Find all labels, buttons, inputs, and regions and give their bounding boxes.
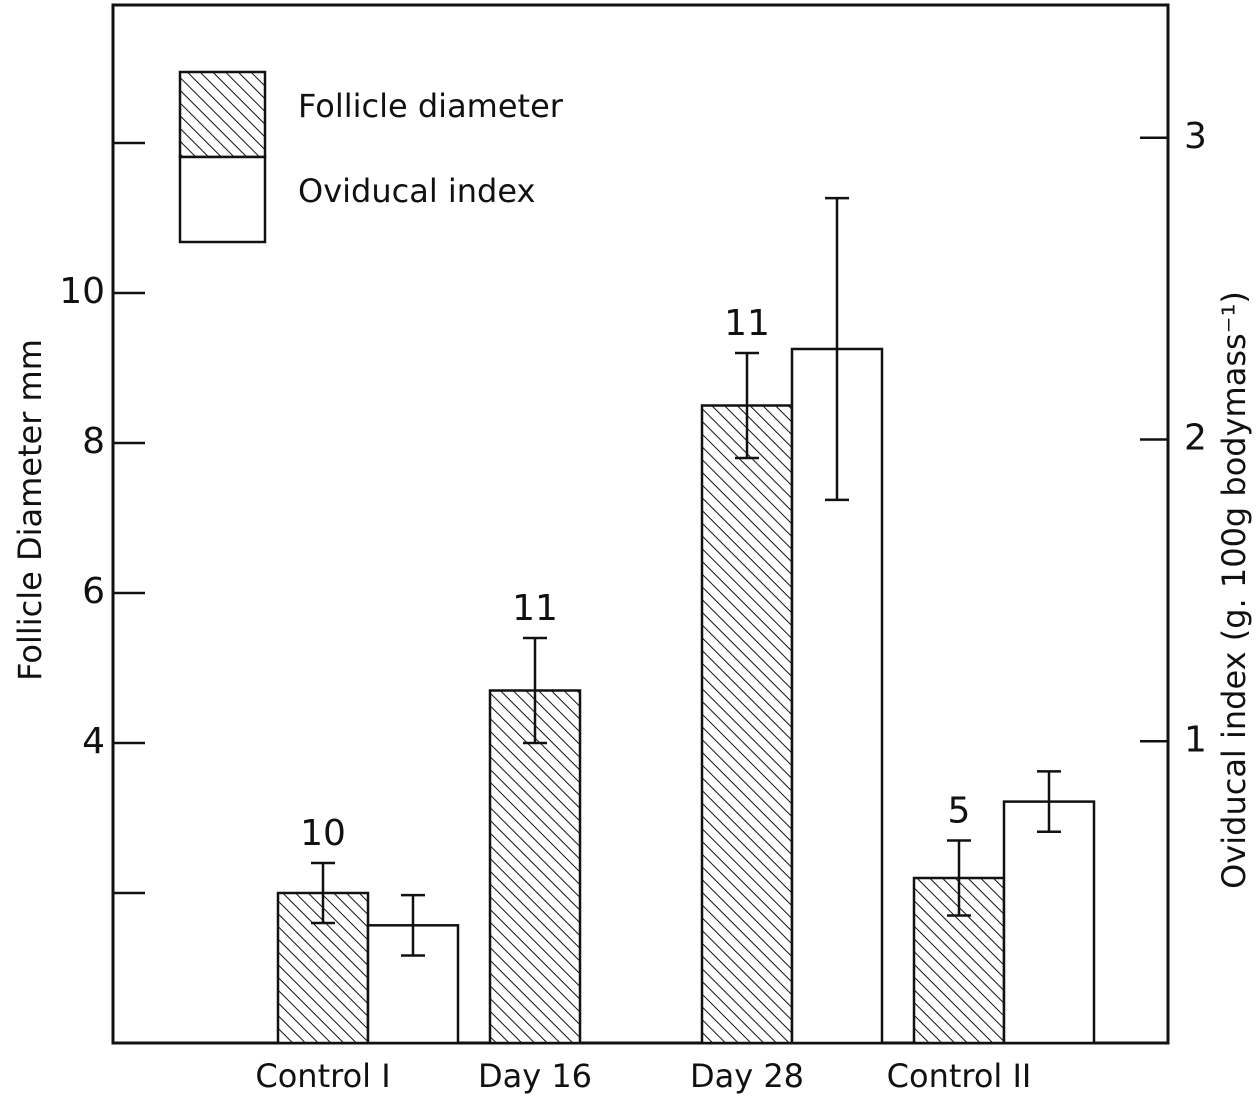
error-bar xyxy=(735,351,759,460)
y2-axis-label: Oviducal index (g. 100g bodymass⁻¹) xyxy=(1215,291,1253,889)
legend-label: Follicle diameter xyxy=(298,87,564,125)
sample-size: 5 xyxy=(948,791,971,832)
legend-swatch xyxy=(178,70,267,159)
legend-swatch xyxy=(178,155,267,244)
y2-tick-label: 1 xyxy=(1184,719,1207,760)
error-bar xyxy=(401,893,425,957)
y-tick-label: 4 xyxy=(82,721,105,762)
sample-size: 10 xyxy=(300,813,346,854)
error-bar xyxy=(523,636,547,745)
legend-label: Oviducal index xyxy=(298,172,535,210)
y-tick-label: 6 xyxy=(82,571,105,612)
x-tick-label: Control II xyxy=(887,1057,1032,1095)
plot-frame xyxy=(111,3,1170,1045)
y-tick-label: 10 xyxy=(59,271,105,312)
bar xyxy=(700,404,794,1045)
sample-size: 11 xyxy=(724,303,770,344)
error-bar xyxy=(825,196,849,502)
x-tick-label: Day 16 xyxy=(478,1057,592,1095)
y2-tick-label: 3 xyxy=(1184,116,1207,157)
bar xyxy=(1002,800,1096,1045)
y-tick-label: 8 xyxy=(82,421,105,462)
y-axis-label: Follicle Diameter mm xyxy=(11,339,49,681)
x-tick-label: Day 28 xyxy=(690,1057,804,1095)
y2-tick-label: 2 xyxy=(1184,418,1207,459)
sample-size: 11 xyxy=(512,588,558,629)
x-tick-label: Control I xyxy=(255,1057,390,1095)
error-bar xyxy=(1037,770,1061,834)
error-bar xyxy=(311,861,335,925)
error-bar xyxy=(947,839,971,917)
